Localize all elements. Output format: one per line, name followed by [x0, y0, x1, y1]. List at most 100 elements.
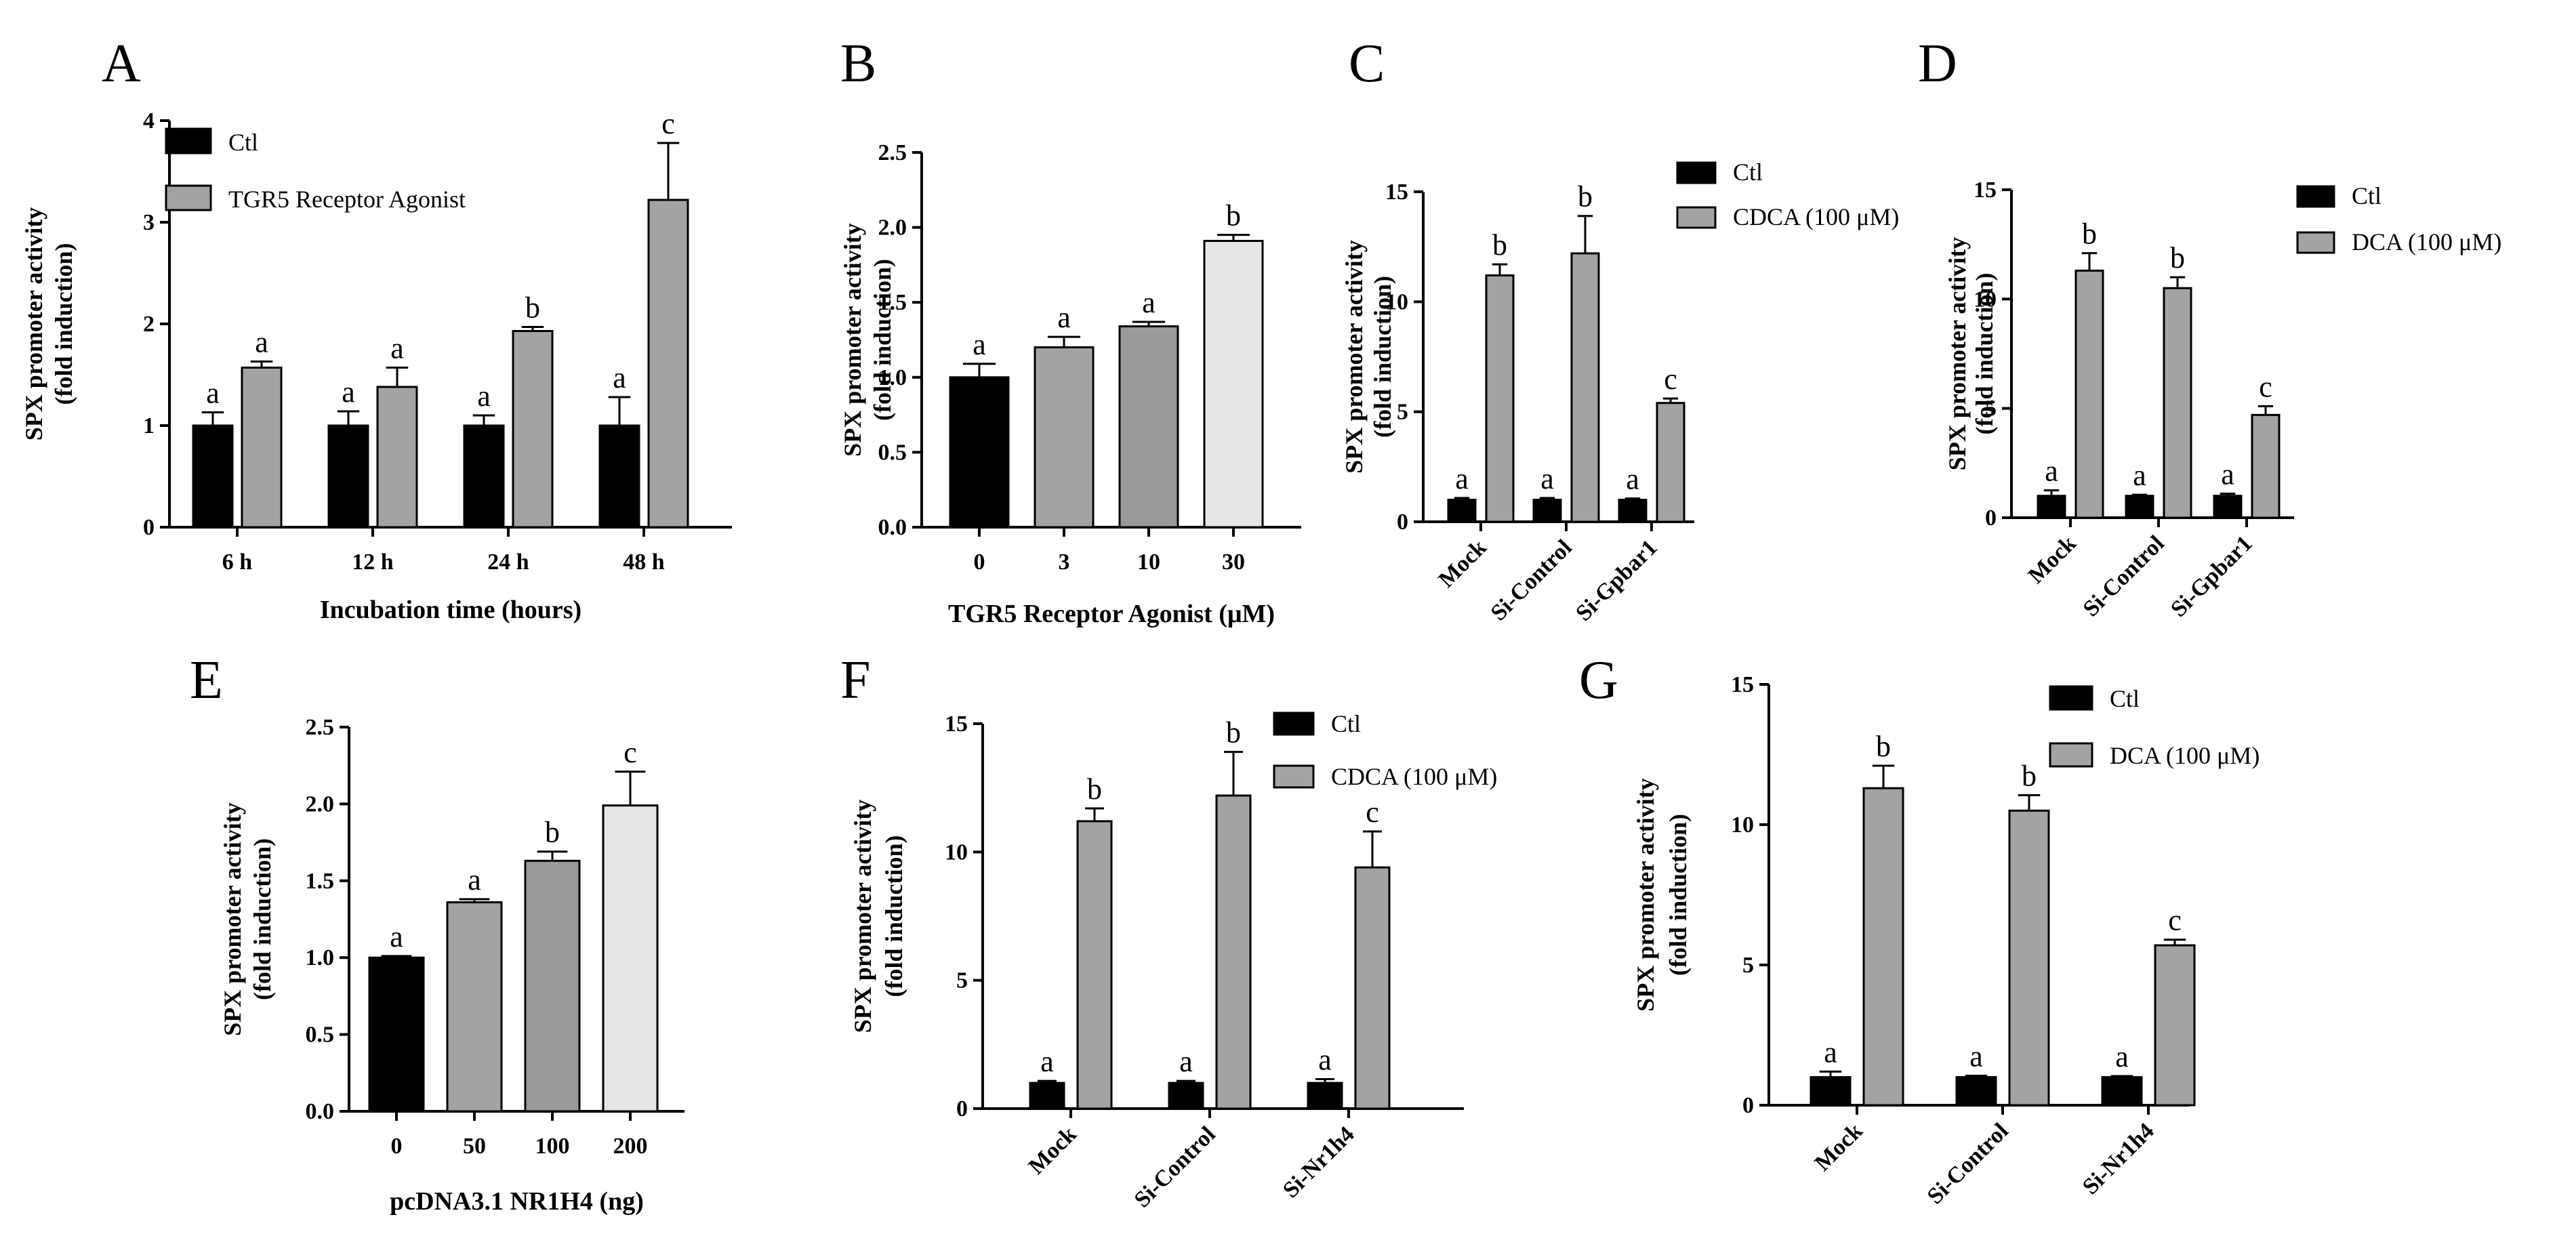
bar-d — [2125, 495, 2154, 519]
y-axis-label-d: SPX promoter activity — [1944, 237, 1971, 471]
significance-label-d: a — [2133, 459, 2146, 492]
y-axis-label-c: (fold induction) — [1369, 276, 1396, 438]
x-tick-label-e: 200 — [613, 1134, 648, 1159]
significance-label-d: a — [2221, 458, 2234, 491]
y-tick-label-e: 2.0 — [306, 791, 335, 817]
legend-label-d: DCA (100 μM) — [2352, 228, 2501, 255]
y-tick-label-g: 15 — [1731, 672, 1754, 697]
x-tick-label-b: 3 — [1059, 550, 1070, 575]
bar-c — [1618, 499, 1648, 523]
x-axis-label-a: Incubation time (hours) — [320, 596, 581, 624]
chart-panel-f: 0 5 10 15 SPX promoter activity (fold inducti… — [849, 710, 1497, 1212]
significance-label-e: a — [468, 863, 481, 897]
bar-g — [1862, 787, 1904, 1107]
x-tick-label-e: 100 — [535, 1134, 570, 1159]
x-tick-label-c: Si-Gpbar1 — [1571, 535, 1662, 625]
y-axis-label-g: (fold induction) — [1664, 814, 1692, 976]
y-tick-label-f: 0 — [956, 1096, 968, 1121]
bar-d — [2037, 495, 2066, 519]
significance-label-g: a — [2115, 1040, 2129, 1073]
x-tick-label-e: 0 — [391, 1134, 403, 1159]
bar-e — [602, 804, 659, 1113]
bar-b — [1118, 325, 1179, 529]
y-tick-label-g: 10 — [1731, 812, 1754, 838]
significance-label-a: a — [390, 332, 404, 365]
x-tick-label-b: 0 — [974, 550, 985, 575]
bar-g — [1955, 1076, 1997, 1107]
significance-label-c: a — [1626, 463, 1639, 496]
y-tick-label-f: 10 — [945, 840, 968, 865]
y-axis-label-e: SPX promoter activity — [219, 802, 246, 1036]
bar-g — [2154, 944, 2196, 1107]
bar-e — [446, 901, 503, 1113]
x-tick-label-a: 48 h — [623, 550, 665, 575]
bar-e — [524, 859, 581, 1113]
significance-label-f: a — [1179, 1045, 1193, 1078]
y-tick-label-e: 1.5 — [306, 869, 335, 894]
panel-letter-d: D — [1918, 34, 1957, 94]
x-tick-label-d: Si-Gpbar1 — [2166, 531, 2257, 621]
y-tick-label-a: 3 — [143, 210, 155, 235]
x-tick-label-c: Mock — [1434, 535, 1492, 592]
significance-label-c: b — [1578, 180, 1593, 213]
bar-d — [2213, 495, 2243, 519]
legend-label-f: Ctl — [1331, 710, 1361, 737]
bar-f — [1076, 820, 1113, 1110]
bar-a — [241, 367, 283, 529]
bar-f — [1215, 794, 1252, 1110]
chart-panel-a: 0 1 2 3 4 SPX promoter activity (fold inductio… — [20, 107, 732, 624]
y-axis-label-a: (fold induction) — [50, 243, 77, 405]
bar-c — [1532, 499, 1562, 523]
significance-label-a: a — [342, 375, 355, 409]
bar-d — [2251, 413, 2281, 519]
y-tick-label-b: 1.5 — [878, 290, 907, 315]
bar-f — [1354, 866, 1391, 1110]
bar-a — [463, 424, 505, 529]
legend-label-a: TGR5 Receptor Agonist — [228, 186, 466, 213]
y-axis-label-b: SPX promoter activity — [839, 223, 866, 457]
y-tick-label-a: 1 — [143, 413, 155, 438]
y-tick-label-b: 2.5 — [878, 140, 907, 165]
y-tick-label-c: 15 — [1385, 180, 1408, 205]
bar-f — [1168, 1081, 1204, 1110]
y-axis-label-d: (fold induction) — [1971, 272, 1998, 434]
x-axis-label-b: TGR5 Receptor Agonist (μM) — [948, 600, 1275, 628]
bar-a — [192, 424, 234, 529]
bar-b — [1203, 240, 1264, 529]
x-tick-label-f: Si-Nr1h4 — [1278, 1121, 1359, 1203]
significance-label-f: a — [1318, 1043, 1332, 1076]
panel-letter-b: B — [840, 34, 876, 94]
legend-swatch-f — [1273, 712, 1315, 736]
legend-swatch-d — [2296, 231, 2335, 254]
y-tick-label-c: 0 — [1397, 510, 1408, 535]
y-tick-label-e: 2.5 — [306, 715, 335, 740]
legend-label-f: CDCA (100 μM) — [1331, 763, 1497, 790]
y-tick-label-g: 0 — [1742, 1093, 1754, 1118]
significance-label-c: c — [1664, 363, 1677, 396]
significance-label-a: a — [206, 377, 220, 410]
legend-label-g: Ctl — [2110, 685, 2140, 712]
y-tick-label-d: 10 — [1974, 287, 1997, 312]
bar-d — [2074, 269, 2104, 519]
bar-a — [598, 424, 640, 529]
x-tick-label-g: Si-Control — [1923, 1118, 2013, 1209]
legend-swatch-a — [165, 184, 212, 211]
y-axis-label-b: (fold induction) — [869, 259, 896, 421]
significance-label-e: c — [623, 736, 637, 769]
significance-label-a: a — [477, 379, 491, 413]
panel-letter-e: E — [190, 651, 223, 710]
x-tick-label-g: Mock — [1810, 1118, 1868, 1176]
x-tick-label-e: 50 — [463, 1134, 486, 1159]
significance-label-b: a — [1057, 301, 1071, 334]
panel-letter-c: C — [1349, 34, 1385, 94]
y-tick-label-c: 5 — [1397, 400, 1408, 425]
chart-panel-d: 0 5 10 15 SPX promoter activity (fold inducti… — [1944, 178, 2501, 622]
significance-label-a: a — [613, 361, 626, 394]
significance-label-f: c — [1366, 796, 1379, 829]
y-tick-label-b: 0.5 — [878, 440, 907, 465]
significance-label-c: a — [1540, 462, 1554, 495]
y-tick-label-g: 5 — [1742, 953, 1754, 978]
significance-label-f: a — [1040, 1045, 1054, 1078]
significance-label-d: b — [2082, 218, 2097, 251]
